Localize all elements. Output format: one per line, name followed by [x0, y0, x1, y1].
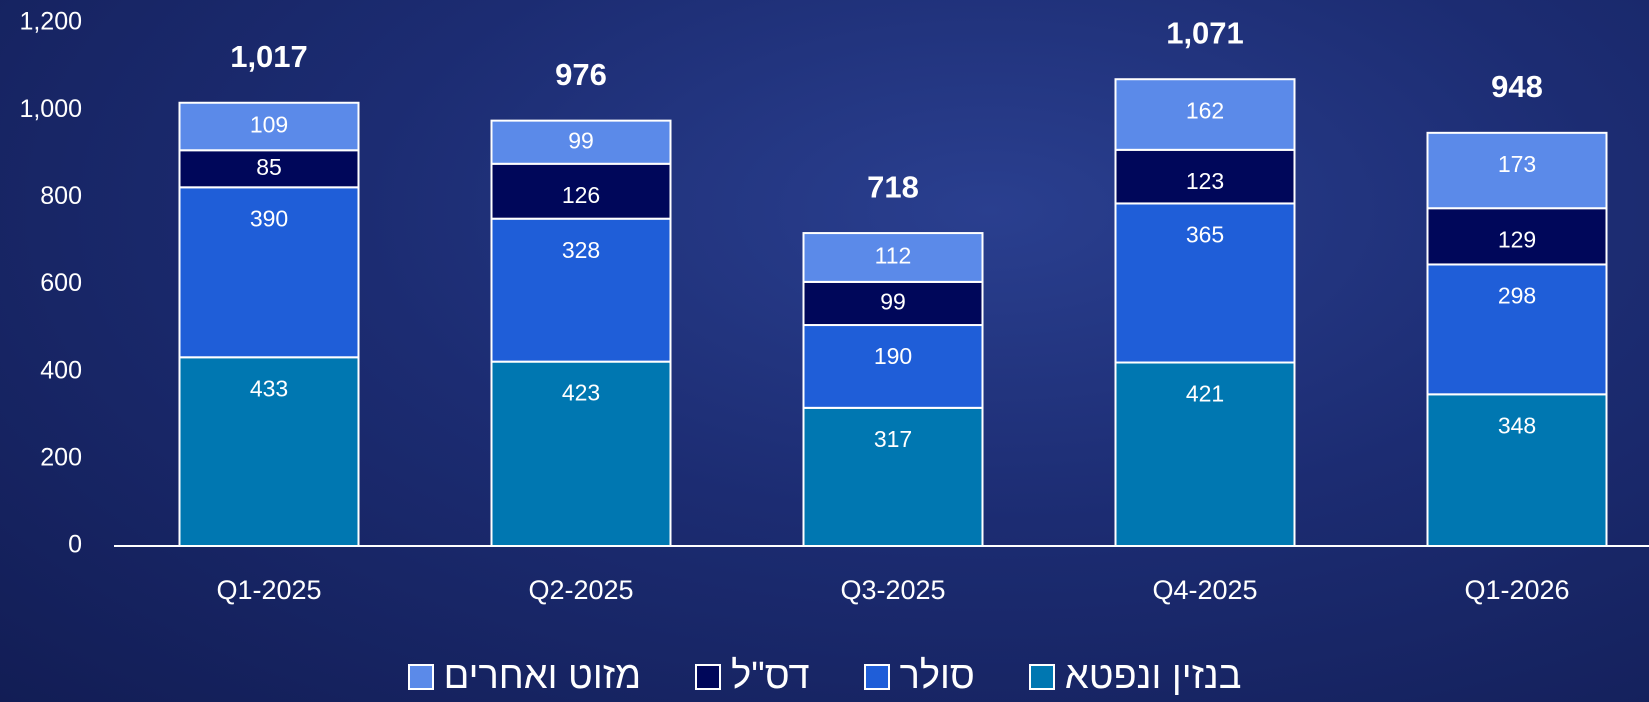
segment-label: 433 [250, 375, 288, 401]
segment-label: 173 [1498, 151, 1536, 177]
total-label: 976 [555, 57, 607, 92]
x-tick-label: Q2-2025 [528, 575, 633, 605]
segment-label: 123 [1186, 168, 1224, 194]
legend-swatch [407, 663, 434, 690]
x-tick-label: Q3-2025 [840, 575, 945, 605]
x-tick-label: Q1-2026 [1464, 575, 1569, 605]
total-label: 718 [867, 169, 919, 204]
segment-label: 423 [562, 380, 600, 406]
segment-label: 348 [1498, 412, 1536, 438]
legend-item: סולר [863, 655, 975, 698]
y-tick-label: 0 [68, 531, 82, 559]
segment-label: 126 [562, 182, 600, 208]
y-tick-label: 200 [40, 443, 82, 471]
total-label: 948 [1491, 69, 1543, 104]
y-tick-label: 800 [40, 182, 82, 210]
bar-segment [802, 406, 984, 547]
legend-label: דס"ל [731, 655, 810, 697]
bar-segment [1114, 361, 1296, 547]
bar-segment [1114, 202, 1296, 364]
legend-item: דס"ל [695, 655, 810, 698]
bar-segment [178, 356, 360, 548]
y-tick-label: 600 [40, 269, 82, 297]
bar-segment [802, 232, 984, 283]
legend-swatch [1028, 663, 1055, 690]
x-tick-label: Q4-2025 [1152, 575, 1257, 605]
bar-segment [490, 360, 672, 547]
legend-label: בנזין ונפטא [1064, 655, 1242, 697]
bar-segment [1426, 393, 1608, 547]
segment-label: 328 [562, 237, 600, 263]
bar-segment [490, 217, 672, 363]
segment-label: 129 [1498, 226, 1536, 252]
legend-swatch [695, 663, 722, 690]
segment-label: 190 [874, 343, 912, 369]
bar-segment [490, 162, 672, 220]
x-tick-label: Q1-2025 [216, 575, 321, 605]
total-label: 1,071 [1166, 15, 1244, 50]
bar-segment [1114, 78, 1296, 151]
segment-label: 85 [256, 154, 282, 180]
legend-label: מזוט ואחרים [443, 655, 642, 697]
bar-segment [1426, 207, 1608, 266]
segment-label: 99 [880, 289, 906, 315]
total-label: 1,017 [230, 39, 308, 74]
segment-label: 298 [1498, 283, 1536, 309]
segment-label: 112 [875, 243, 912, 269]
y-tick-label: 1,000 [19, 95, 82, 123]
bar-segment [490, 119, 672, 165]
segment-label: 390 [250, 205, 288, 231]
legend-item: מזוט ואחרים [407, 655, 642, 698]
legend-label: סולר [899, 655, 975, 697]
legend-swatch [863, 663, 890, 690]
bar-segment [802, 324, 984, 409]
y-tick-label: 400 [40, 356, 82, 384]
segment-label: 317 [874, 426, 912, 452]
legend-item: בנזין ונפטא [1028, 655, 1242, 698]
segment-label: 99 [568, 127, 594, 153]
segment-label: 421 [1186, 381, 1224, 407]
bar-segment [802, 280, 984, 327]
y-tick-label: 1,200 [19, 8, 82, 36]
segment-label: 365 [1186, 222, 1224, 248]
segment-label: 109 [250, 112, 288, 138]
segment-label: 162 [1186, 97, 1224, 123]
bar-segment [1426, 263, 1608, 396]
bar-segment [1114, 148, 1296, 205]
bar-segment [178, 101, 360, 152]
bar-segment [1426, 131, 1608, 210]
bar-segment [178, 186, 360, 359]
legend: בנזין ונפטא סולר דס"ל מזוט ואחרים [0, 655, 1649, 698]
